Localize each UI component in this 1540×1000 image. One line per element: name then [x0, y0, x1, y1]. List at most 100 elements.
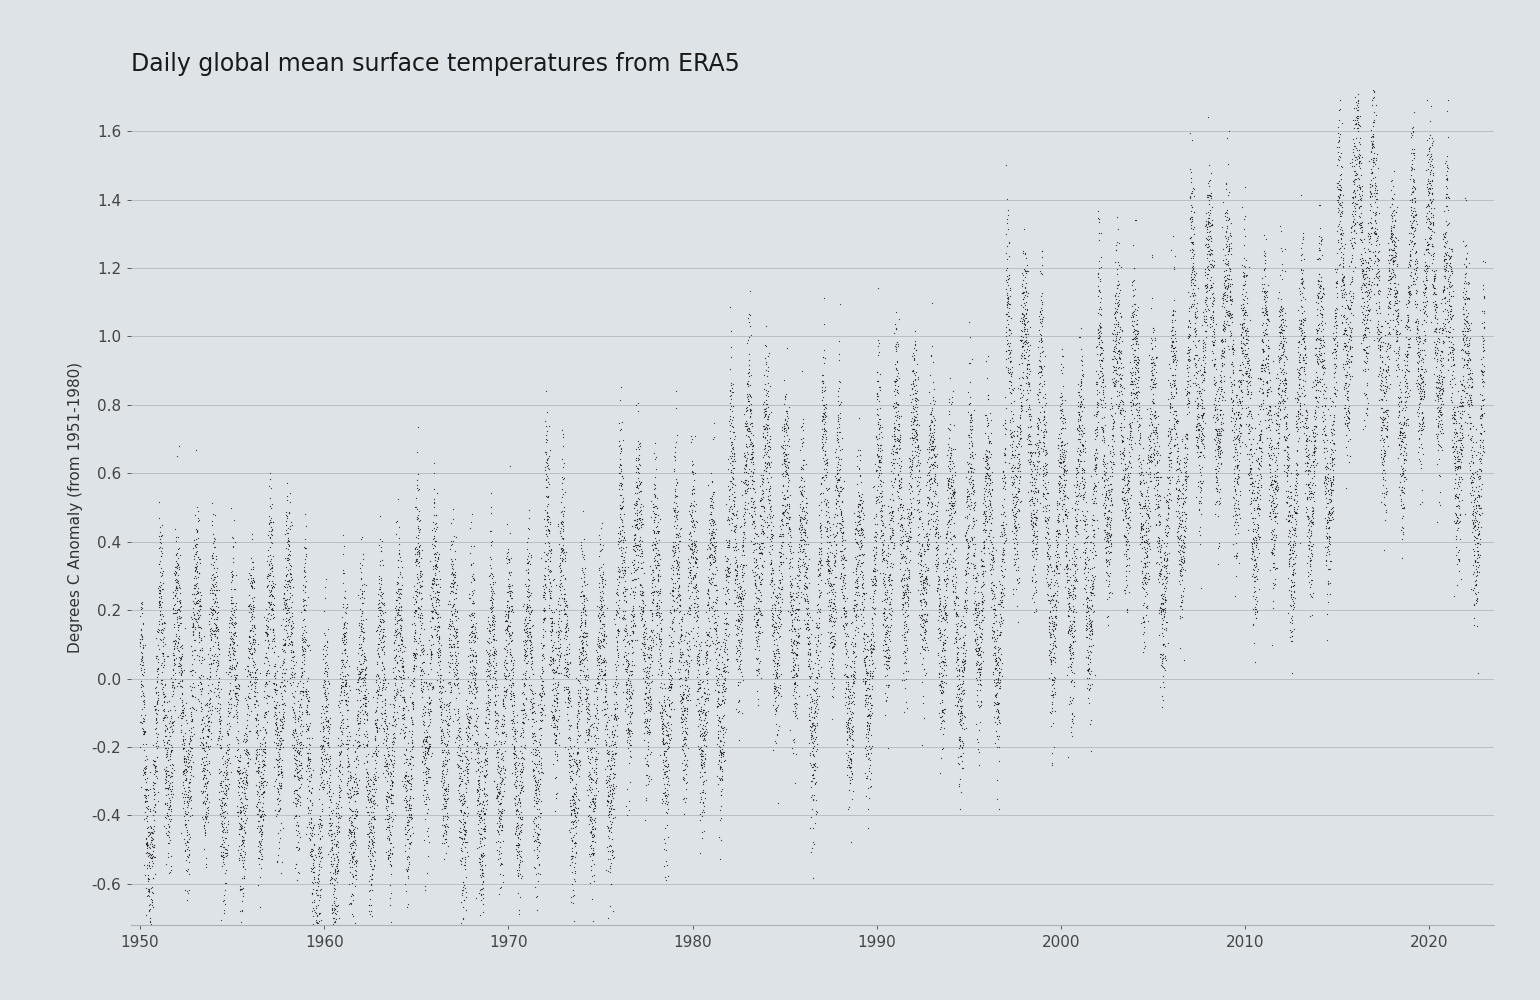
Point [1164, 436, 1189, 452]
Point [191, 757, 216, 773]
Point [1408, 418, 1432, 434]
Point [1152, 568, 1177, 584]
Point [497, 567, 522, 583]
Point [1190, 447, 1215, 463]
Point [1270, 336, 1295, 352]
Point [904, 447, 929, 463]
Point [519, 634, 544, 650]
Point [1281, 589, 1306, 605]
Point [550, 471, 574, 487]
Point [775, 427, 799, 443]
Point [223, 624, 248, 640]
Point [1277, 498, 1301, 514]
Point [1392, 469, 1417, 485]
Point [1217, 277, 1241, 293]
Point [582, 787, 607, 803]
Point [1307, 335, 1332, 351]
Point [576, 701, 601, 717]
Point [1297, 533, 1321, 549]
Point [1163, 372, 1187, 388]
Point [1098, 504, 1123, 520]
Point [424, 604, 448, 620]
Point [679, 428, 704, 444]
Point [382, 659, 407, 675]
Point [921, 506, 946, 522]
Point [1455, 360, 1480, 376]
Point [323, 901, 348, 917]
Point [213, 755, 237, 771]
Point [234, 772, 259, 788]
Point [433, 712, 457, 728]
Point [570, 560, 594, 576]
Point [1457, 415, 1481, 431]
Point [1003, 518, 1027, 534]
Point [1015, 341, 1040, 357]
Point [1260, 503, 1284, 519]
Point [1324, 179, 1349, 195]
Point [616, 721, 641, 737]
Point [1010, 276, 1035, 292]
Point [310, 828, 334, 844]
Point [939, 559, 964, 575]
Point [1221, 424, 1246, 440]
Point [1033, 479, 1058, 495]
Point [696, 686, 721, 702]
Point [830, 556, 855, 572]
Point [1378, 281, 1403, 297]
Point [576, 706, 601, 722]
Point [152, 763, 177, 779]
Point [1281, 533, 1306, 549]
Point [445, 705, 470, 721]
Point [246, 763, 271, 779]
Point [1368, 349, 1392, 365]
Point [457, 653, 482, 669]
Point [1186, 422, 1210, 438]
Point [213, 769, 237, 785]
Point [989, 553, 1013, 569]
Point [1121, 313, 1146, 329]
Point [852, 615, 876, 631]
Point [1184, 322, 1209, 338]
Point [1451, 398, 1475, 414]
Point [346, 738, 371, 754]
Point [1312, 468, 1337, 484]
Point [1461, 597, 1486, 613]
Point [668, 641, 693, 657]
Point [308, 844, 333, 860]
Point [864, 489, 889, 505]
Point [642, 514, 667, 530]
Point [1215, 130, 1240, 146]
Point [687, 702, 711, 718]
Point [222, 678, 246, 694]
Point [590, 637, 614, 653]
Point [801, 681, 825, 697]
Point [816, 563, 841, 579]
Point [205, 736, 229, 752]
Point [653, 753, 678, 769]
Point [601, 797, 625, 813]
Point [1250, 343, 1275, 359]
Point [1043, 633, 1067, 649]
Point [610, 534, 634, 550]
Point [1153, 589, 1178, 605]
Point [788, 509, 813, 525]
Point [367, 608, 391, 624]
Point [892, 577, 916, 593]
Point [142, 812, 166, 828]
Point [681, 510, 705, 526]
Point [634, 631, 659, 647]
Point [1397, 236, 1421, 252]
Point [1438, 288, 1463, 304]
Point [265, 806, 290, 822]
Point [1371, 456, 1395, 472]
Point [812, 485, 836, 501]
Point [984, 703, 1009, 719]
Point [753, 430, 778, 446]
Point [1324, 313, 1349, 329]
Point [705, 730, 730, 746]
Point [1110, 462, 1135, 478]
Point [975, 348, 999, 364]
Point [659, 701, 684, 717]
Point [1081, 559, 1106, 575]
Point [1292, 280, 1317, 296]
